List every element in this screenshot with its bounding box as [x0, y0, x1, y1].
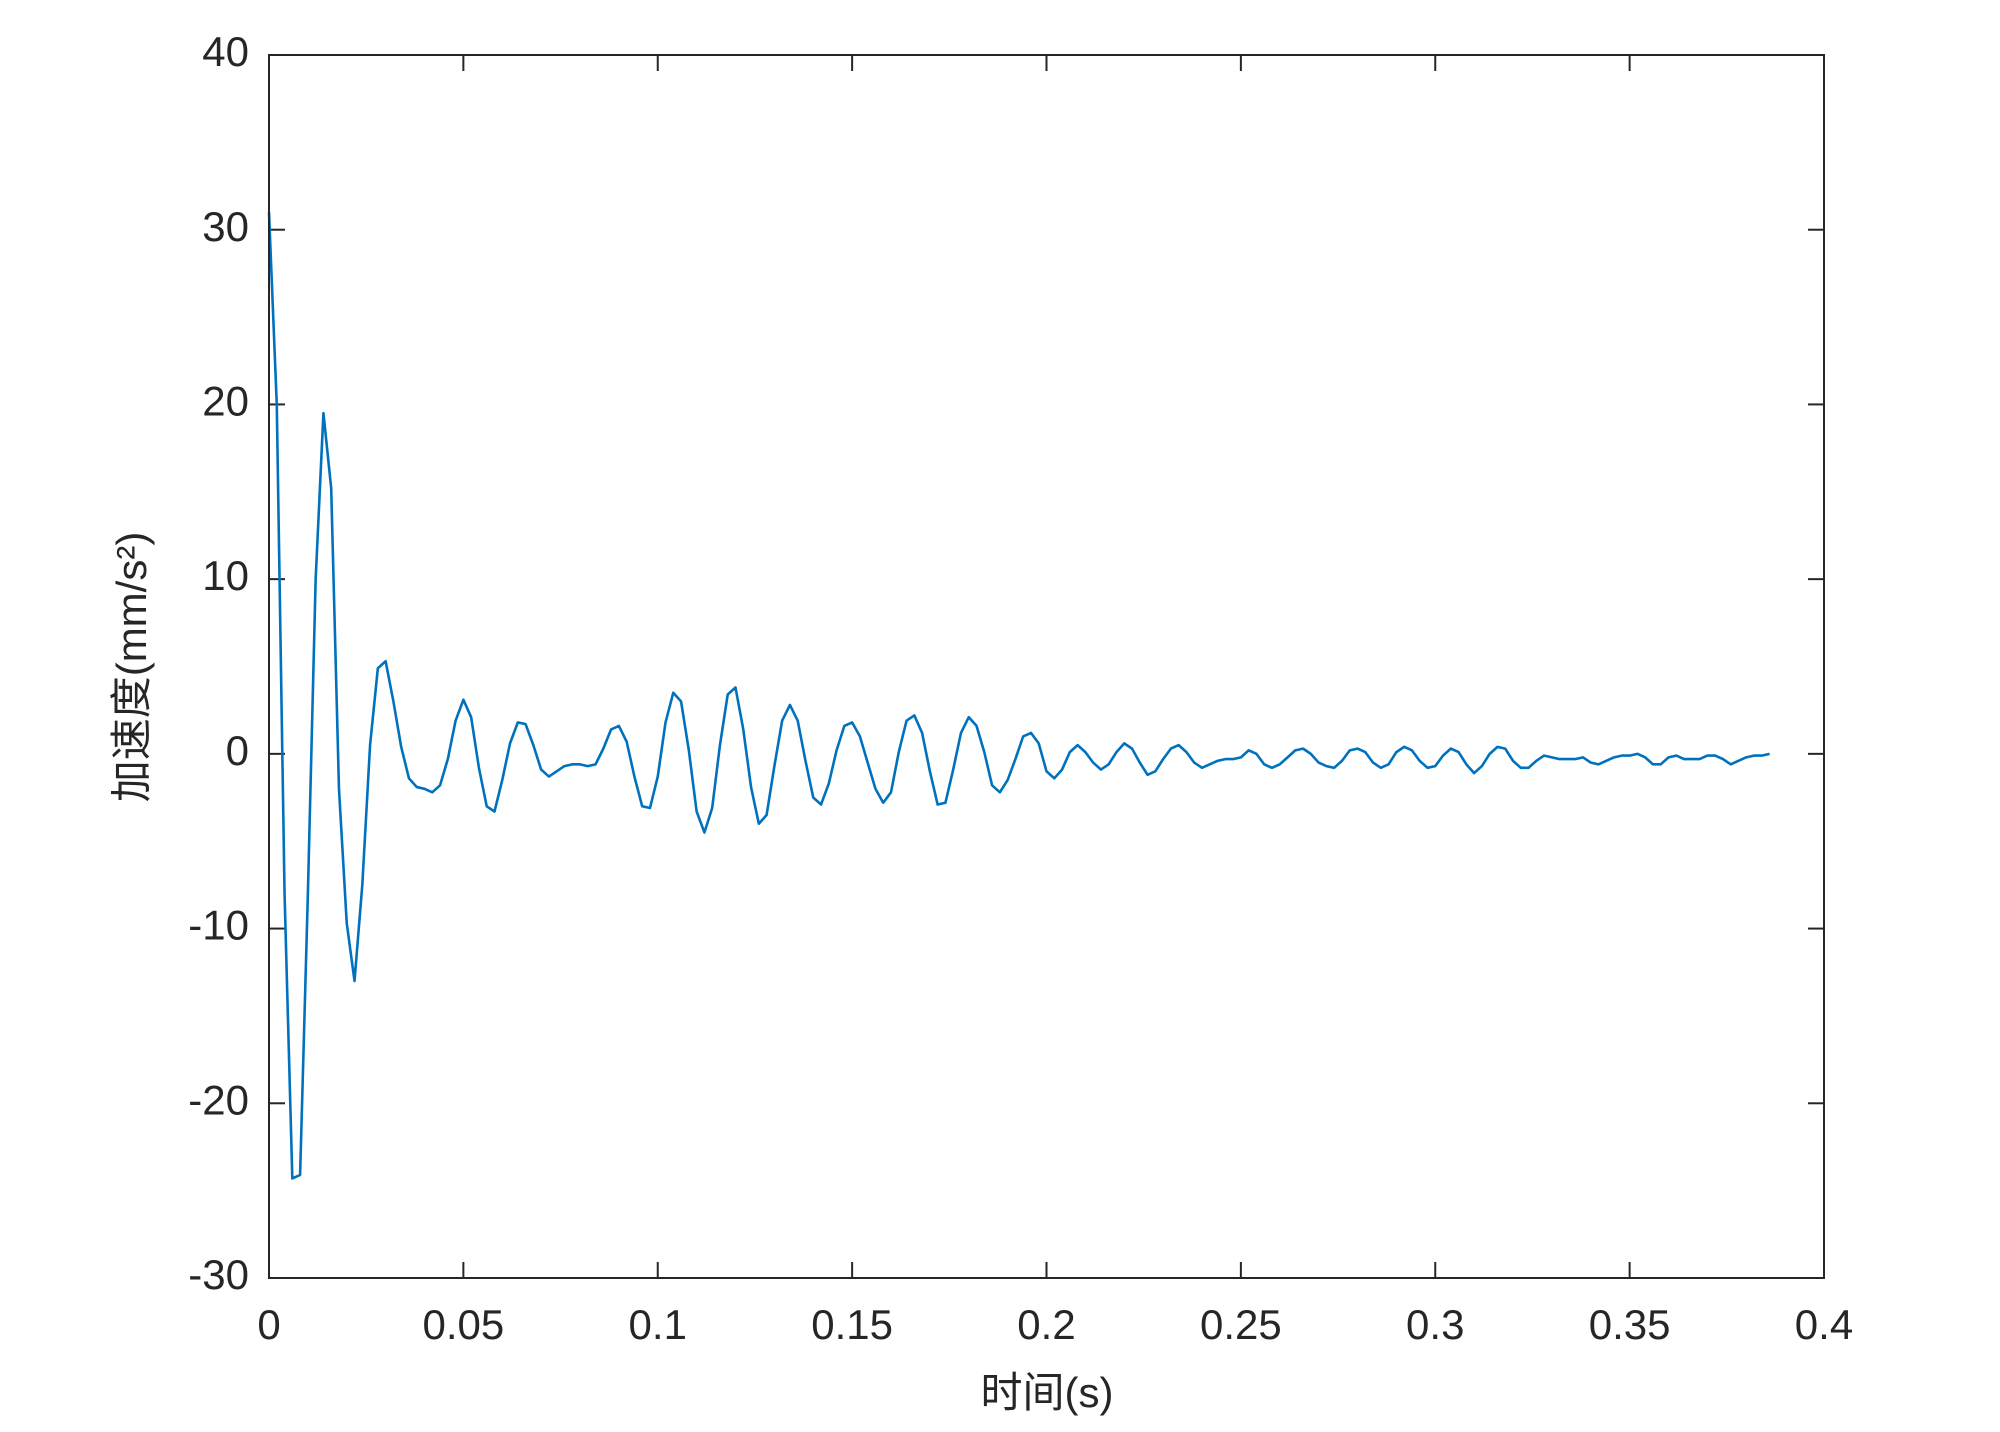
x-tick-label: 0 — [257, 1301, 280, 1348]
y-tick-label: 20 — [202, 378, 249, 425]
x-tick-label: 0.4 — [1795, 1301, 1853, 1348]
plot-frame — [268, 54, 1825, 1279]
y-tick-label: -30 — [188, 1251, 249, 1298]
y-tick-label: 0 — [226, 727, 249, 774]
x-tick-label: 0.05 — [423, 1301, 505, 1348]
x-tick-label: 0.3 — [1406, 1301, 1464, 1348]
x-tick-label: 0.2 — [1017, 1301, 1075, 1348]
data-line — [267, 212, 1770, 1180]
x-tick-label: 0.25 — [1200, 1301, 1282, 1348]
y-tick-label: 30 — [202, 203, 249, 250]
y-tick-label: 10 — [202, 552, 249, 599]
x-tick-label: 0.15 — [811, 1301, 893, 1348]
y-tick-label: -20 — [188, 1076, 249, 1123]
x-axis-label: 时间(s) — [981, 1369, 1114, 1416]
y-tick-label: 40 — [202, 28, 249, 75]
x-tick-label: 0.1 — [629, 1301, 687, 1348]
y-axis-label: 加速度(mm/s²) — [108, 532, 155, 803]
x-tick-label: 0.35 — [1589, 1301, 1671, 1348]
y-tick-label: -10 — [188, 902, 249, 949]
